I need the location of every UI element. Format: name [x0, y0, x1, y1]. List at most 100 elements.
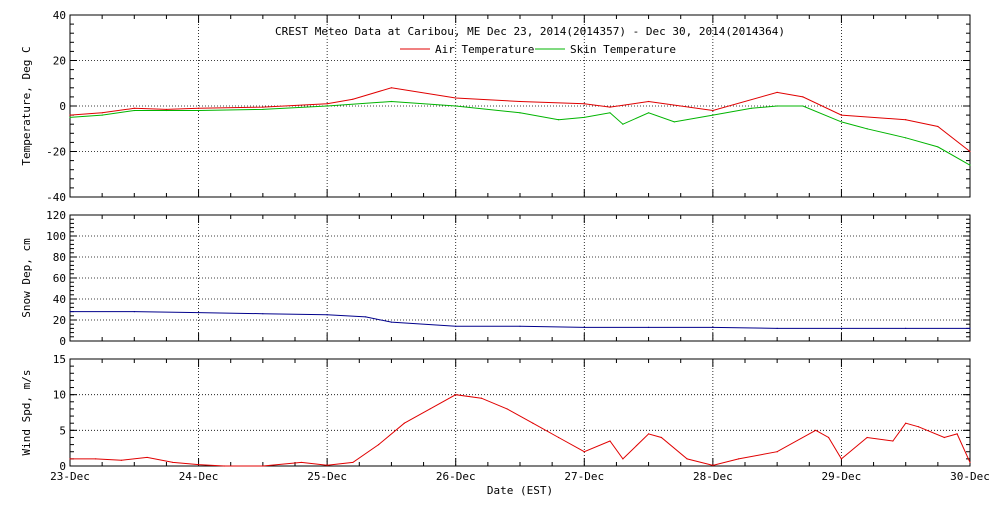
data-point	[647, 433, 650, 435]
data-point	[165, 109, 168, 112]
panel-3: 0 5 10 15 Wind Spd, m/s	[20, 353, 971, 473]
data-point	[377, 444, 380, 446]
data-point	[647, 100, 650, 103]
data-point	[583, 451, 585, 453]
data-point	[365, 316, 367, 318]
data-point	[712, 114, 714, 116]
y-tick-label: 100	[46, 230, 66, 243]
data-point	[943, 436, 945, 439]
data-point	[802, 105, 804, 107]
data-point	[583, 103, 585, 105]
data-point	[776, 327, 778, 329]
data-point	[146, 456, 148, 459]
data-point	[95, 458, 97, 460]
data-point	[905, 119, 907, 121]
data-point	[737, 458, 740, 460]
legend-entry: Skin Temperature	[570, 43, 676, 56]
data-point	[403, 422, 405, 424]
data-point	[905, 137, 907, 139]
data-point	[937, 146, 939, 148]
data-point	[390, 100, 393, 103]
y-tick-label: 40	[53, 293, 66, 306]
data-point	[712, 326, 714, 328]
data-point	[840, 114, 843, 116]
data-point	[69, 311, 71, 313]
x-tick-label: 27-Dec	[564, 470, 604, 483]
data-point	[776, 105, 778, 107]
y-tick-label: 40	[53, 9, 66, 22]
y-tick-label: 20	[53, 55, 66, 68]
data-point	[776, 91, 778, 93]
data-point	[969, 461, 971, 464]
y-axis-label: Wind Spd, m/s	[20, 369, 33, 455]
data-point	[969, 164, 971, 166]
y-tick-label: -20	[46, 146, 66, 159]
data-point	[750, 107, 753, 109]
y-tick-label: 60	[53, 272, 66, 285]
y-tick-label: 5	[59, 424, 66, 437]
data-point	[519, 325, 521, 327]
data-point	[840, 458, 843, 460]
data-point	[197, 109, 200, 112]
data-point	[197, 312, 200, 314]
data-point	[262, 106, 264, 108]
data-point	[326, 103, 328, 105]
data-point	[557, 436, 560, 439]
data-point	[647, 112, 650, 114]
data-point	[133, 107, 135, 109]
data-point	[455, 394, 457, 396]
data-point	[262, 313, 264, 315]
data-point	[352, 461, 354, 464]
data-point	[519, 112, 521, 114]
data-point	[506, 408, 508, 410]
data-point	[622, 458, 624, 460]
data-point	[165, 108, 168, 111]
data-point	[133, 109, 135, 112]
data-point	[352, 98, 354, 100]
data-point	[300, 461, 303, 464]
y-tick-label: 20	[53, 314, 66, 327]
panel-1: -40 -20 0 20 40 Temperature, Deg C Air Tempera…	[20, 9, 971, 204]
data-point	[583, 326, 585, 328]
data-point	[712, 109, 714, 112]
data-point	[609, 106, 611, 108]
data-point	[101, 112, 103, 114]
data-point	[455, 105, 457, 107]
y-tick-label: 0	[59, 100, 66, 113]
data-point	[686, 458, 688, 460]
series-line-panel3-series-1	[70, 394, 971, 467]
y-tick-label: -40	[46, 191, 66, 204]
data-point	[326, 464, 328, 466]
plot-frame	[69, 358, 971, 467]
data-point	[390, 321, 393, 323]
data-point	[557, 119, 560, 121]
chart-title: CREST Meteo Data at Caribou, ME Dec 23, …	[275, 25, 785, 38]
data-point	[712, 464, 714, 466]
data-point	[480, 397, 483, 399]
y-tick-label: 80	[53, 251, 66, 264]
data-point	[969, 150, 971, 153]
data-point	[776, 451, 778, 453]
data-point	[455, 325, 457, 327]
y-tick-label: 120	[46, 209, 66, 222]
data-point	[262, 465, 264, 467]
panel-2: 0 20 40 60 80 100 120 Snow Dep, cm	[20, 209, 971, 348]
data-point	[622, 123, 624, 125]
data-point	[69, 114, 71, 116]
y-tick-label: 0	[59, 335, 66, 348]
y-tick-label: 0	[59, 460, 66, 473]
data-point	[133, 311, 135, 313]
data-point	[840, 327, 843, 329]
data-point	[197, 463, 200, 466]
chart-panels: -40 -20 0 20 40 Temperature, Deg C Air Tempera…	[20, 9, 990, 483]
legend: Air Temperature Skin Temperature	[400, 43, 676, 56]
data-point	[120, 459, 123, 461]
data-point	[326, 314, 328, 316]
x-tick-label: 29-Dec	[822, 470, 862, 483]
legend-entry: Air Temperature	[435, 43, 534, 56]
data-point	[802, 96, 804, 98]
x-tick-label: 26-Dec	[436, 470, 476, 483]
data-point	[937, 125, 939, 128]
